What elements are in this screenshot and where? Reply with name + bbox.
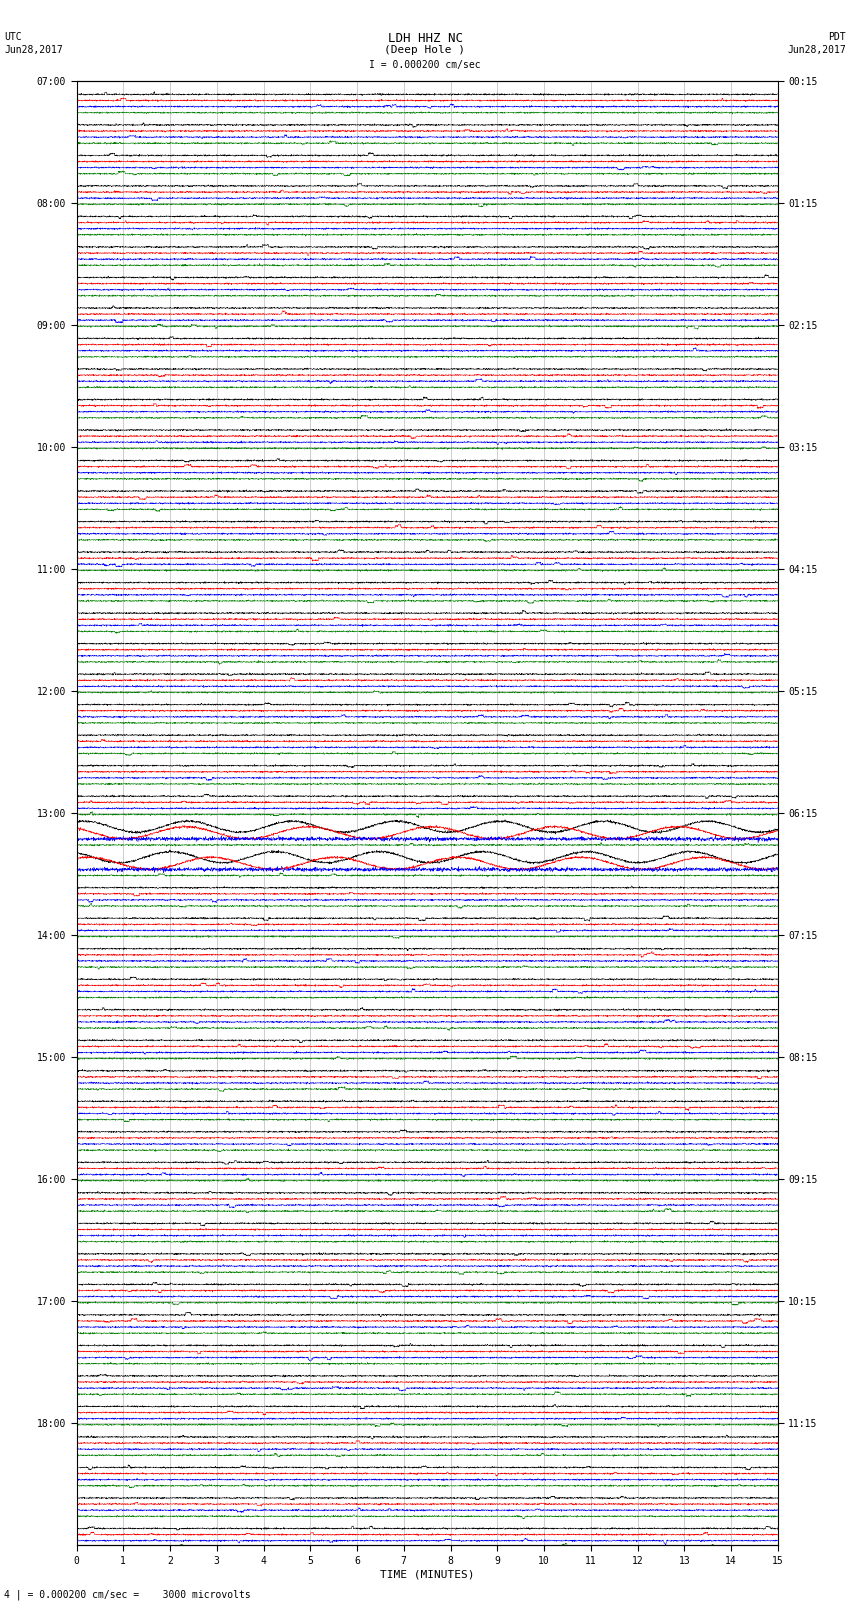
Text: Jun28,2017: Jun28,2017 [4, 45, 63, 55]
Text: I = 0.000200 cm/sec: I = 0.000200 cm/sec [369, 60, 481, 69]
X-axis label: TIME (MINUTES): TIME (MINUTES) [380, 1569, 474, 1579]
Text: PDT: PDT [828, 32, 846, 42]
Text: 4 | = 0.000200 cm/sec =    3000 microvolts: 4 | = 0.000200 cm/sec = 3000 microvolts [4, 1589, 251, 1600]
Text: (Deep Hole ): (Deep Hole ) [384, 45, 466, 55]
Text: LDH HHZ NC: LDH HHZ NC [388, 32, 462, 45]
Text: Jun28,2017: Jun28,2017 [787, 45, 846, 55]
Text: UTC: UTC [4, 32, 22, 42]
